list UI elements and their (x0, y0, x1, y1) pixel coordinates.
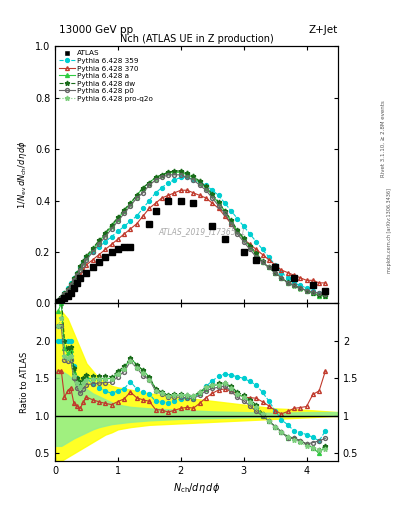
ATLAS (210, 223, 215, 229)
ATLAS (103, 254, 108, 260)
Y-axis label: Ratio to ATLAS: Ratio to ATLAS (20, 352, 29, 413)
ATLAS (273, 264, 277, 270)
Title: Nch (ATLAS UE in Z production): Nch (ATLAS UE in Z production) (119, 34, 274, 44)
ATLAS (222, 236, 227, 242)
Y-axis label: $1/N_{\rm ev}\,dN_{\rm ch}/d\eta\,d\phi$: $1/N_{\rm ev}\,dN_{\rm ch}/d\eta\,d\phi$ (16, 140, 29, 209)
ATLAS (323, 288, 328, 294)
ATLAS (292, 274, 296, 281)
ATLAS (128, 244, 133, 250)
Text: Z+Jet: Z+Jet (309, 25, 338, 35)
ATLAS (109, 249, 114, 255)
Line: ATLAS: ATLAS (55, 198, 328, 305)
ATLAS (78, 274, 83, 281)
ATLAS (254, 257, 259, 263)
ATLAS (68, 290, 73, 296)
ATLAS (62, 295, 67, 302)
ATLAS (153, 208, 158, 214)
ATLAS (75, 280, 79, 286)
ATLAS (122, 244, 127, 250)
ATLAS (241, 249, 246, 255)
Text: 13000 GeV pp: 13000 GeV pp (59, 25, 133, 35)
ATLAS (191, 200, 196, 206)
ATLAS (147, 221, 152, 227)
ATLAS (178, 198, 183, 204)
ATLAS (56, 299, 61, 305)
ATLAS (166, 198, 171, 204)
ATLAS (65, 293, 70, 299)
ATLAS (90, 264, 95, 270)
Legend: ATLAS, Pythia 6.428 359, Pythia 6.428 370, Pythia 6.428 a, Pythia 6.428 dw, Pyth: ATLAS, Pythia 6.428 359, Pythia 6.428 37… (57, 48, 155, 103)
Text: ATLAS_2019_I1736531: ATLAS_2019_I1736531 (158, 227, 246, 236)
ATLAS (59, 298, 64, 304)
ATLAS (116, 246, 120, 252)
Text: mcplots.cern.ch [arXiv:1306.3436]: mcplots.cern.ch [arXiv:1306.3436] (387, 188, 391, 273)
ATLAS (84, 269, 89, 275)
ATLAS (97, 259, 101, 265)
ATLAS (72, 285, 76, 291)
X-axis label: $N_{\rm ch}/d\eta\,d\phi$: $N_{\rm ch}/d\eta\,d\phi$ (173, 481, 220, 495)
Text: Rivet 3.1.10, ≥ 2.8M events: Rivet 3.1.10, ≥ 2.8M events (381, 100, 386, 177)
ATLAS (310, 283, 315, 289)
